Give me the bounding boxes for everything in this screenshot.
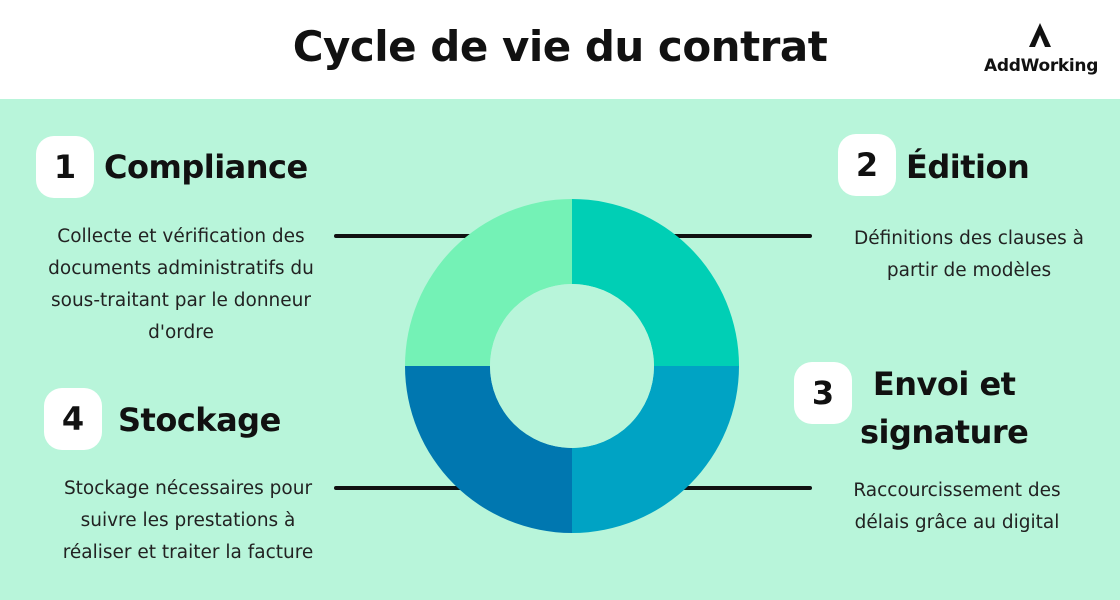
step-1-description: Collecte et vérification des documents a… <box>20 221 342 349</box>
donut-segment-edition <box>572 199 739 366</box>
logo-text: AddWorking <box>984 56 1099 76</box>
connector-line-1 <box>334 234 474 238</box>
step-4-description: Stockage nécessaires pour suivre les pre… <box>30 473 346 569</box>
step-3-title-line-1: Envoi et <box>872 365 1016 403</box>
step-4-badge: 4 <box>44 388 102 450</box>
step-2-line-1: Définitions des clauses à <box>854 228 1084 249</box>
step-4-line-2: suivre les prestations à <box>80 510 296 531</box>
step-2-line-2: partir de modèles <box>886 260 1052 281</box>
addworking-logo: AddWorking <box>984 22 1108 82</box>
step-2-title: Édition <box>906 148 1030 186</box>
connector-line-4 <box>334 486 474 490</box>
donut-segment-compliance <box>405 199 572 366</box>
step-1-line-3: sous-traitant par le donneur <box>51 290 311 311</box>
connector-line-2 <box>672 234 812 238</box>
step-4-line-3: réaliser et traiter la facture <box>62 542 314 563</box>
step-1-title: Compliance <box>104 148 308 186</box>
header-bar: Cycle de vie du contrat AddWorking <box>0 0 1120 99</box>
logo-triangle-icon <box>1029 23 1051 47</box>
step-1-line-2: documents administratifs du <box>48 258 314 279</box>
step-4-line-1: Stockage nécessaires pour <box>63 478 313 499</box>
step-3-line-1: Raccourcissement des <box>853 480 1061 501</box>
step-1-line-4: d'ordre <box>148 322 214 343</box>
step-3-line-2: délais grâce au digital <box>854 512 1060 533</box>
step-3-title: Envoi et signature <box>860 360 1029 456</box>
step-3-badge: 3 <box>794 362 852 424</box>
donut-segment-envoi <box>572 366 739 533</box>
donut-segment-stockage <box>405 366 572 533</box>
step-1-line-1: Collecte et vérification des <box>57 226 305 247</box>
step-2-description: Définitions des clauses à partir de modè… <box>828 223 1110 287</box>
donut-center <box>490 284 654 448</box>
step-4-title: Stockage <box>118 401 281 439</box>
connector-line-3 <box>672 486 812 490</box>
step-3-title-line-2: signature <box>860 413 1029 451</box>
page-title: Cycle de vie du contrat <box>292 22 828 71</box>
step-1-badge: 1 <box>36 136 94 198</box>
step-2-badge: 2 <box>838 134 896 196</box>
step-3-description: Raccourcissement des délais grâce au dig… <box>818 475 1096 539</box>
